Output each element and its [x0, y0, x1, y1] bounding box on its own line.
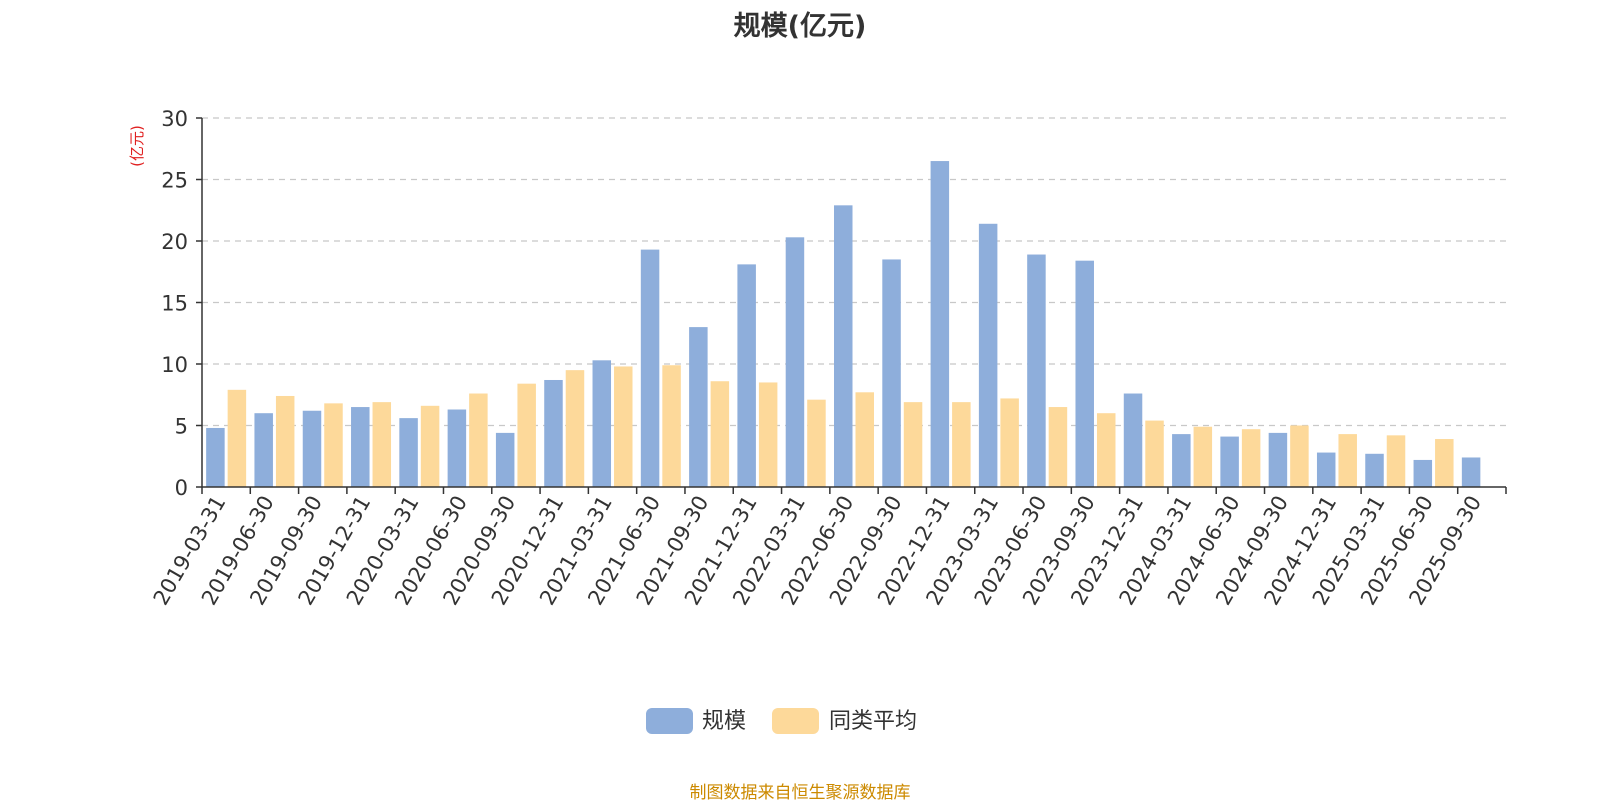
bar-scale	[737, 264, 756, 487]
bar-scale	[592, 360, 612, 487]
y-tick-label: 10	[161, 353, 188, 377]
bar-scale	[640, 249, 660, 487]
bar-peer-average	[614, 366, 633, 487]
bar-peer-average	[710, 381, 730, 487]
y-tick-label: 25	[161, 169, 188, 193]
bar-scale	[1075, 260, 1094, 487]
bar-peer-average	[662, 365, 681, 487]
bar-peer-average	[517, 383, 536, 487]
legend-item-scale[interactable]: 规模	[646, 708, 746, 734]
bar-peer-average	[1435, 439, 1454, 487]
bar-peer-average	[420, 405, 440, 487]
bar-scale	[1220, 436, 1239, 487]
bar-scale	[1123, 393, 1143, 487]
bar-peer-average	[1048, 407, 1068, 487]
bar-peer-average	[807, 399, 826, 487]
y-axis-unit-label: (亿元)	[128, 125, 146, 167]
bars	[206, 161, 1481, 488]
bar-scale	[206, 427, 225, 487]
y-tick-label: 0	[175, 476, 188, 500]
bar-scale	[785, 237, 805, 487]
bar-scale	[254, 413, 273, 487]
bar-peer-average	[1193, 426, 1213, 487]
bar-peer-average	[324, 403, 343, 487]
data-source-note: 制图数据来自恒生聚源数据库	[689, 783, 911, 803]
legend-label-peer-average: 同类平均	[829, 709, 917, 734]
bar-scale	[544, 379, 563, 487]
legend-swatch-peer-average	[772, 708, 819, 734]
bar-scale	[447, 409, 467, 487]
axes: 0510152025302019-03-312019-06-302019-09-…	[149, 107, 1507, 609]
bar-scale	[351, 407, 370, 487]
bar-peer-average	[1386, 435, 1406, 487]
y-tick-label: 30	[161, 107, 188, 131]
bar-peer-average	[1145, 420, 1164, 487]
bar-scale	[1027, 254, 1046, 487]
bar-scale	[978, 223, 998, 487]
bar-peer-average	[275, 395, 295, 487]
bar-scale	[399, 418, 418, 487]
bar-peer-average	[1290, 425, 1309, 487]
bar-scale	[1365, 453, 1384, 487]
bar-peer-average	[855, 392, 874, 487]
bar-scale	[1172, 434, 1191, 487]
legend-item-peer-average[interactable]: 同类平均	[772, 708, 917, 734]
bar-peer-average	[903, 402, 923, 487]
bar-peer-average	[1338, 434, 1357, 487]
bar-peer-average	[1000, 398, 1019, 487]
chart-title: 规模(亿元)	[733, 11, 867, 42]
bar-peer-average	[565, 370, 585, 487]
bar-scale	[882, 259, 901, 487]
bar-peer-average	[469, 393, 488, 487]
legend: 规模 同类平均	[646, 708, 917, 734]
y-tick-label: 20	[161, 230, 188, 254]
legend-swatch-scale	[646, 708, 693, 734]
bar-scale	[834, 205, 853, 487]
bar-peer-average	[1096, 413, 1116, 487]
bar-peer-average	[227, 389, 247, 487]
bar-peer-average	[372, 402, 392, 487]
bar-scale	[302, 410, 322, 487]
bar-scale	[1413, 459, 1433, 487]
bar-scale	[495, 432, 515, 487]
bar-peer-average	[952, 402, 971, 487]
bar-scale	[1268, 432, 1288, 487]
legend-label-scale: 规模	[702, 709, 746, 734]
y-tick-label: 15	[161, 292, 188, 316]
bar-scale	[1461, 457, 1481, 487]
y-tick-label: 5	[175, 415, 188, 439]
bar-peer-average	[758, 382, 778, 487]
bar-peer-average	[1241, 429, 1261, 487]
grid-lines	[202, 117, 1506, 427]
bar-scale	[689, 327, 708, 487]
bar-scale	[1316, 452, 1336, 487]
bar-scale	[930, 161, 950, 488]
